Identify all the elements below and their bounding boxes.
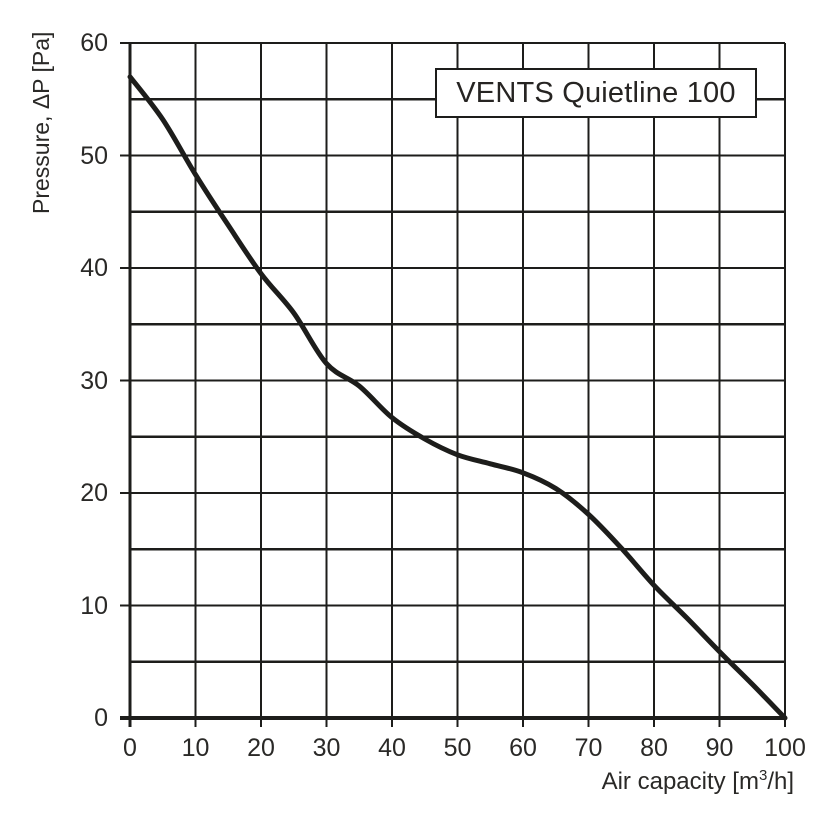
y-tick-label: 20: [80, 479, 108, 507]
chart-title-box: VENTS Quietline 100: [435, 68, 757, 118]
x-tick-label: 60: [509, 734, 537, 762]
x-tick-label: 90: [705, 734, 734, 762]
y-axis-title: Pressure, ΔP [Pa]: [28, 31, 54, 214]
y-tick-label: 0: [94, 704, 108, 732]
y-tick-label: 10: [80, 591, 108, 620]
chart-title: VENTS Quietline 100: [456, 76, 736, 109]
x-tick-label: 30: [312, 734, 341, 762]
y-tick-label: 60: [80, 29, 108, 57]
x-tick-label: 100: [764, 734, 806, 762]
x-tick-label: 80: [640, 734, 668, 762]
x-axis-title: Air capacity [m3/h]: [601, 767, 794, 795]
y-tick-label: 40: [80, 254, 108, 282]
x-tick-label: 70: [574, 734, 603, 762]
x-tick-label: 0: [123, 734, 137, 762]
y-tick-label: 50: [80, 141, 108, 170]
x-tick-label: 20: [247, 734, 275, 762]
y-tick-label: 30: [80, 366, 108, 395]
performance-curve: [127, 74, 788, 721]
x-tick-label: 10: [181, 734, 210, 762]
x-tick-label: 50: [443, 734, 472, 762]
x-tick-label: 40: [378, 734, 406, 762]
